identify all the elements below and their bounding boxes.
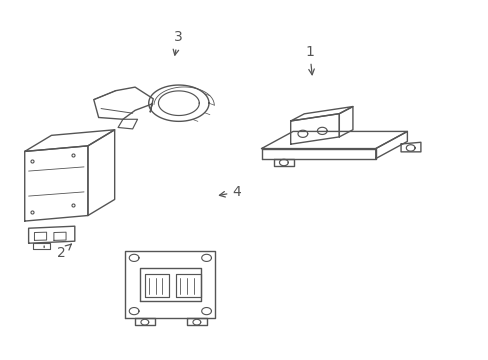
Text: 3: 3 [173,30,183,55]
Text: 2: 2 [57,244,71,260]
Text: 4: 4 [219,185,241,199]
Text: 1: 1 [305,45,314,75]
